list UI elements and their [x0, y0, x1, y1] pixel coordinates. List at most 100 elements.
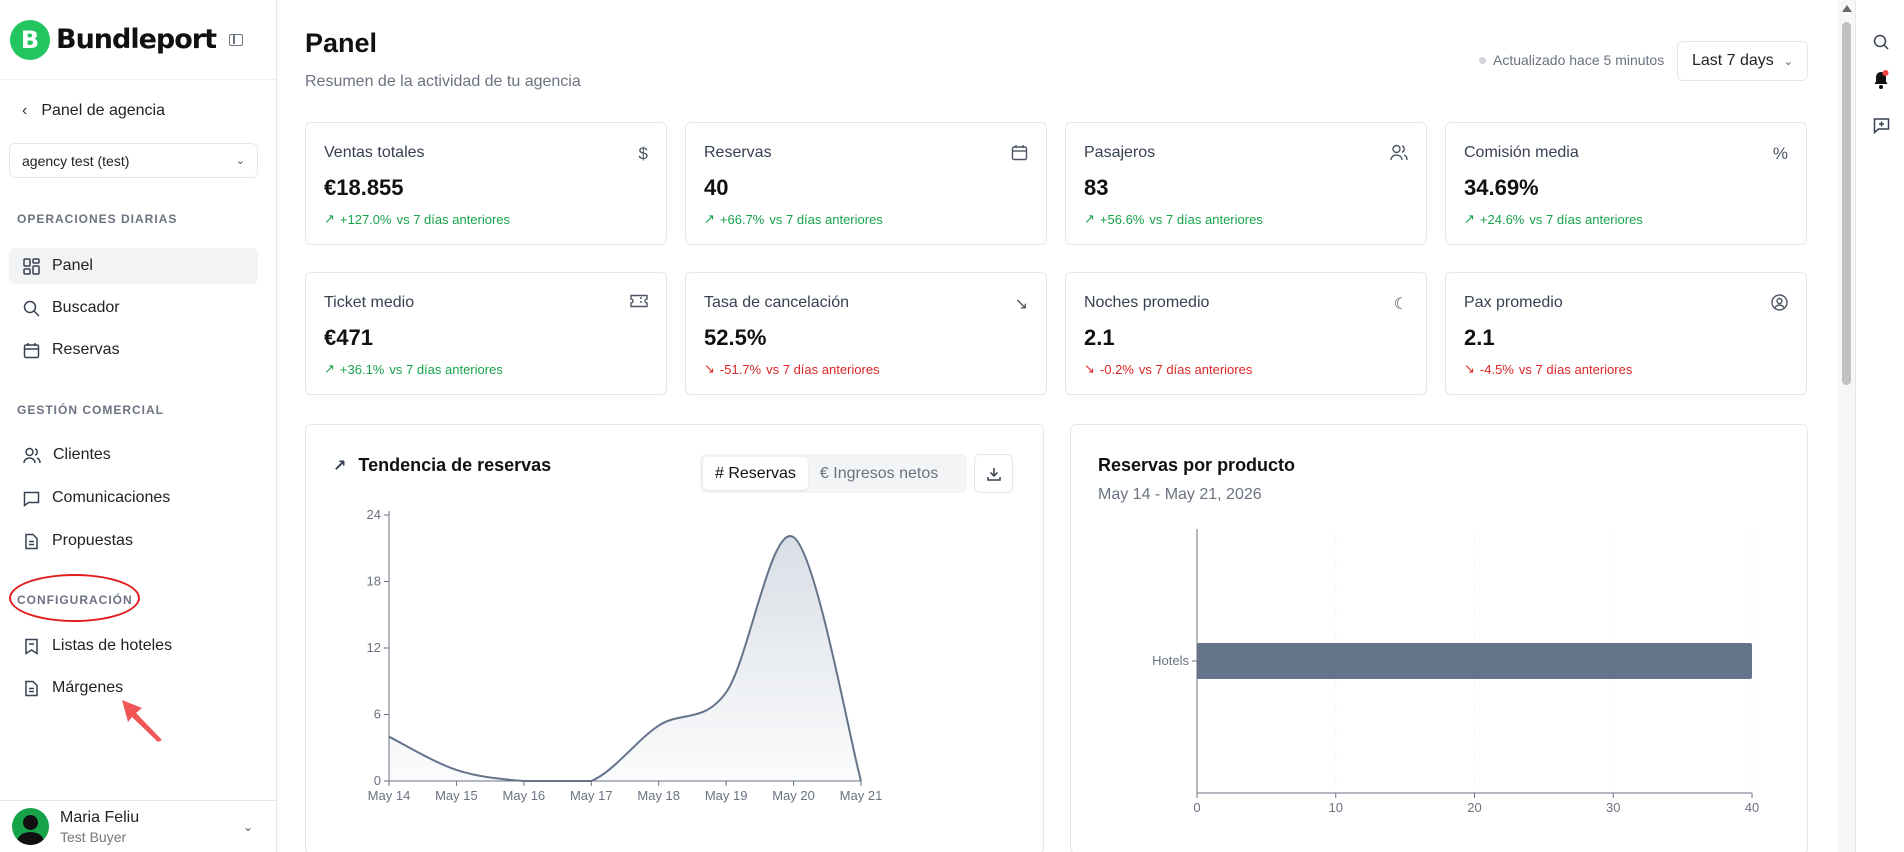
bar-hotels: [1197, 643, 1752, 679]
kpi-label: Reservas: [704, 144, 772, 161]
section-title-gestion: GESTIÓN COMERCIAL: [17, 403, 165, 417]
kpi-change: ↗ +127.0% vs 7 días anteriores: [324, 211, 510, 227]
toggle-ingresos-netos[interactable]: € Ingresos netos: [819, 464, 939, 482]
back-to-agency-panel-link[interactable]: ‹ Panel de agencia: [22, 102, 165, 120]
kpi-card-ticket-medio: Ticket medio €471 ↗ +36.1% vs 7 días anter…: [305, 272, 667, 395]
kpi-card-comision-media: Comisión media % 34.69% ↗ +24.6% vs 7 días…: [1445, 122, 1807, 245]
main-content: Panel Resumen de la actividad de tu agen…: [277, 0, 1855, 852]
kpi-change-value: +24.6%: [1479, 211, 1525, 227]
kpi-card-tasa-cancelacion: Tasa de cancelación ↘ 52.5% ↘ -51.7% vs 7 …: [685, 272, 1047, 395]
kpi-change-suffix: vs 7 días anteriores: [1149, 211, 1263, 227]
chevron-down-icon: ⌄: [1783, 55, 1794, 68]
trend-panel-title: Tendencia de reservas: [358, 455, 552, 475]
trending-down-icon: ↘: [1014, 296, 1028, 313]
sidebar-item-clientes[interactable]: Clientes: [9, 437, 258, 473]
kpi-change-value: +127.0%: [339, 211, 392, 227]
toggle-reservas[interactable]: # Reservas: [703, 457, 808, 490]
grid-icon: [23, 257, 40, 275]
sidebar-toggle-icon[interactable]: [229, 34, 243, 46]
chevron-left-icon: ‹: [22, 102, 28, 119]
x-tick-label: 40: [1745, 800, 1759, 815]
kpi-card-noches-promedio: Noches promedio ☾ 2.1 ↘ -0.2% vs 7 días an…: [1065, 272, 1427, 395]
kpi-card-pax-promedio: Pax promedio 2.1 ↘ -4.5% vs 7 días anterio…: [1445, 272, 1807, 395]
vertical-scrollbar[interactable]: [1838, 0, 1855, 852]
date-range-value: Last 7 days: [1691, 52, 1774, 69]
kpi-change: ↗ +36.1% vs 7 días anteriores: [324, 361, 503, 377]
trending-up-icon: ↗: [324, 211, 335, 226]
user-name: Maria Feliu: [60, 808, 140, 826]
sidebar-item-propuestas[interactable]: Propuestas: [9, 523, 258, 559]
y-tick-label: 6: [374, 707, 381, 722]
sidebar: B Bundleport ‹ Panel de agencia agency t…: [0, 0, 277, 852]
trend-chart: 0 6 12 18 24 May 14 May 15 May 16 May 17 May 18 Ma…: [367, 507, 883, 803]
sidebar-item-margenes[interactable]: Márgenes: [9, 670, 258, 706]
product-panel-title: Reservas por producto: [1098, 455, 1296, 475]
kpi-change: ↗ +24.6% vs 7 días anteriores: [1464, 211, 1643, 227]
trending-down-icon: ↘: [1084, 361, 1095, 376]
x-tick-label: May 20: [772, 788, 815, 803]
trend-area: [389, 536, 861, 781]
moon-icon: ☾: [1393, 296, 1408, 313]
feedback-icon[interactable]: [1873, 117, 1890, 134]
sidebar-item-comunicaciones[interactable]: Comunicaciones: [9, 480, 258, 516]
kpi-label: Ticket medio: [324, 294, 415, 311]
kpi-change: ↗ +66.7% vs 7 días anteriores: [704, 211, 883, 227]
sidebar-item-listas-de-hoteles[interactable]: Listas de hoteles: [9, 628, 258, 664]
agency-select-value: agency test (test): [22, 152, 130, 169]
page-title: Panel: [305, 28, 378, 58]
sidebar-item-label: Márgenes: [52, 679, 124, 696]
date-range-select[interactable]: Last 7 days ⌄: [1677, 41, 1808, 81]
trending-down-icon: ↘: [1464, 361, 1475, 376]
logo-mark-icon: B: [10, 19, 50, 60]
trending-down-icon: ↘: [704, 361, 715, 376]
sidebar-item-buscador[interactable]: Buscador: [9, 290, 258, 326]
sidebar-item-label: Reservas: [52, 341, 120, 358]
kpi-change: ↘ -0.2% vs 7 días anteriores: [1084, 361, 1252, 377]
x-tick-label: 20: [1467, 800, 1481, 815]
users-icon: [1390, 144, 1408, 161]
user-menu[interactable]: Maria Feliu Test Buyer ⌄: [0, 800, 277, 852]
kpi-card-reservas: Reservas 40 ↗ +66.7% vs 7 días anteriores: [685, 122, 1047, 245]
y-tick-label: 18: [367, 574, 381, 589]
sidebar-item-panel[interactable]: Panel: [9, 248, 258, 284]
product-panel: Reservas por producto May 14 - May 21, 2…: [1070, 424, 1808, 852]
kpi-change: ↘ -4.5% vs 7 días anteriores: [1464, 361, 1632, 377]
section-title-operaciones: OPERACIONES DIARIAS: [17, 212, 178, 226]
kpi-card-pasajeros: Pasajeros 83 ↗ +56.6% vs 7 días anteriores: [1065, 122, 1427, 245]
page-subtitle: Resumen de la actividad de tu agencia: [305, 73, 581, 90]
kpi-change-suffix: vs 7 días anteriores: [389, 361, 503, 377]
bundleport-logo[interactable]: B Bundleport: [10, 19, 217, 60]
x-tick-label: May 15: [435, 788, 478, 803]
kpi-change-suffix: vs 7 días anteriores: [769, 211, 883, 227]
kpi-change-suffix: vs 7 días anteriores: [1138, 361, 1253, 377]
kpi-change-value: +56.6%: [1099, 211, 1145, 227]
kpi-value: 2.1: [1084, 325, 1115, 350]
scrollbar-thumb[interactable]: [1842, 22, 1851, 385]
calendar-icon: [1011, 145, 1028, 161]
x-tick-label: 10: [1329, 800, 1343, 815]
annotation-circle: [9, 574, 140, 622]
scroll-up-icon[interactable]: [1842, 5, 1852, 12]
kpi-change-value: -0.2%: [1099, 361, 1134, 377]
kpi-value: 34.69%: [1464, 175, 1539, 200]
kpi-change-value: +66.7%: [719, 211, 765, 227]
user-circle-icon: [1771, 294, 1788, 311]
kpi-value: 2.1: [1464, 325, 1495, 350]
x-tick-label: 0: [1193, 800, 1200, 815]
sidebar-item-label: Buscador: [52, 299, 120, 316]
sidebar-item-reservas[interactable]: Reservas: [9, 332, 258, 368]
agency-select[interactable]: agency test (test) ⌄: [9, 143, 258, 178]
dollar-icon: $: [638, 144, 648, 163]
y-tick-label: 0: [374, 773, 381, 788]
kpi-change-suffix: vs 7 días anteriores: [396, 211, 511, 227]
download-button[interactable]: [974, 454, 1013, 493]
y-tick-label: 24: [367, 507, 381, 522]
trending-up-icon: ↗: [1464, 211, 1475, 226]
calendar-icon: [23, 342, 40, 358]
bell-icon[interactable]: [1873, 70, 1889, 90]
x-tick-label: May 18: [637, 788, 680, 803]
download-icon: [986, 467, 1001, 481]
product-chart: 0 10 20 30 40 Hotels: [1152, 529, 1759, 815]
search-icon[interactable]: [1873, 34, 1889, 50]
back-label: Panel de agencia: [41, 102, 165, 119]
